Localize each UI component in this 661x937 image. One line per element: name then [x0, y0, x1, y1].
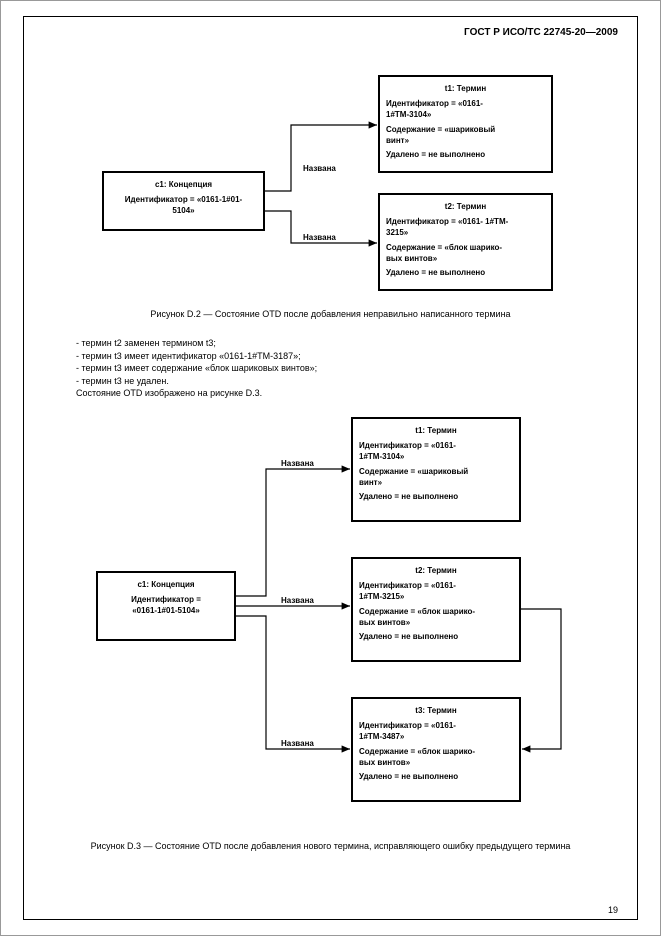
d3-t3-title: t3: Термин — [359, 705, 513, 716]
d2-edge-label-1: Названа — [303, 164, 336, 173]
d2-concept-box: с1: Концепция Идентификатор = «0161-1#01… — [102, 171, 265, 231]
d3-concept-id1: Идентификатор = — [104, 594, 228, 605]
d2-edge-label-2: Названа — [303, 233, 336, 242]
body-text: - термин t2 заменен термином t3; - терми… — [76, 337, 317, 400]
d3-edge-label-2: Названа — [281, 596, 314, 605]
d2-t2-id1: Идентификатор = «0161- 1#ТМ- — [386, 216, 545, 227]
d3-edge-label-1: Названа — [281, 459, 314, 468]
d2-t1-id1: Идентификатор = «0161- — [386, 98, 545, 109]
d2-t2-title: t2: Термин — [386, 201, 545, 212]
d2-t1-c2: винт» — [386, 135, 545, 146]
d2-t2-c2: вых винтов» — [386, 253, 545, 264]
d3-t2-id2: 1#ТМ-3215» — [359, 591, 513, 602]
d2-t1-c1: Содержание = «шариковый — [386, 124, 545, 135]
d2-t2-c1: Содержание = «блок шарико- — [386, 242, 545, 253]
body-l4: - термин t3 не удален. — [76, 375, 317, 388]
document-id: ГОСТ Р ИСО/ТС 22745-20—2009 — [464, 27, 618, 38]
d3-t3-box: t3: Термин Идентификатор = «0161- 1#ТМ-3… — [351, 697, 521, 802]
d3-t2-title: t2: Термин — [359, 565, 513, 576]
d3-t2-id1: Идентификатор = «0161- — [359, 580, 513, 591]
body-l5: Состояние OTD изображено на рисунке D.3. — [76, 387, 317, 400]
d3-t2-c2: вых винтов» — [359, 617, 513, 628]
d3-concept-box: с1: Концепция Идентификатор = «0161-1#01… — [96, 571, 236, 641]
d3-t3-id1: Идентификатор = «0161- — [359, 720, 513, 731]
d2-caption: Рисунок D.2 — Состояние OTD после добавл… — [1, 309, 660, 319]
d3-t1-d: Удалено = не выполнено — [359, 491, 513, 502]
d2-t2-box: t2: Термин Идентификатор = «0161- 1#ТМ- … — [378, 193, 553, 291]
d3-t1-title: t1: Термин — [359, 425, 513, 436]
d3-t3-c2: вых винтов» — [359, 757, 513, 768]
body-l1: - термин t2 заменен термином t3; — [76, 337, 317, 350]
d3-concept-title: с1: Концепция — [104, 579, 228, 590]
d3-t2-c1: Содержание = «блок шарико- — [359, 606, 513, 617]
d3-t3-id2: 1#ТМ-3487» — [359, 731, 513, 742]
d3-t1-box: t1: Термин Идентификатор = «0161- 1#ТМ-3… — [351, 417, 521, 522]
page: ГОСТ Р ИСО/ТС 22745-20—2009 с1: Концепци… — [0, 0, 661, 936]
d2-concept-id1: Идентификатор = «0161-1#01- — [110, 194, 257, 205]
d3-t3-d: Удалено = не выполнено — [359, 771, 513, 782]
d3-t1-c1: Содержание = «шариковый — [359, 466, 513, 477]
d3-t1-id2: 1#ТМ-3104» — [359, 451, 513, 462]
body-l3: - термин t3 имеет содержание «блок шарик… — [76, 362, 317, 375]
d3-t2-box: t2: Термин Идентификатор = «0161- 1#ТМ-3… — [351, 557, 521, 662]
d2-t2-d: Удалено = не выполнено — [386, 267, 545, 278]
d3-t3-c1: Содержание = «блок шарико- — [359, 746, 513, 757]
d2-t1-box: t1: Термин Идентификатор = «0161- 1#ТМ-3… — [378, 75, 553, 173]
d3-concept-id2: «0161-1#01-5104» — [104, 605, 228, 616]
d2-concept-id2: 5104» — [110, 205, 257, 216]
d3-edge-label-3: Названа — [281, 739, 314, 748]
d3-t2-d: Удалено = не выполнено — [359, 631, 513, 642]
d3-t1-c2: винт» — [359, 477, 513, 488]
page-number: 19 — [608, 905, 618, 915]
d2-t1-d: Удалено = не выполнено — [386, 149, 545, 160]
body-l2: - термин t3 имеет идентификатор «0161-1#… — [76, 350, 317, 363]
d3-t1-id1: Идентификатор = «0161- — [359, 440, 513, 451]
d2-concept-title: с1: Концепция — [110, 179, 257, 190]
d2-t1-id2: 1#ТМ-3104» — [386, 109, 545, 120]
d2-t1-title: t1: Термин — [386, 83, 545, 94]
d3-caption: Рисунок D.3 — Состояние OTD после добавл… — [1, 841, 660, 851]
d2-t2-id2: 3215» — [386, 227, 545, 238]
